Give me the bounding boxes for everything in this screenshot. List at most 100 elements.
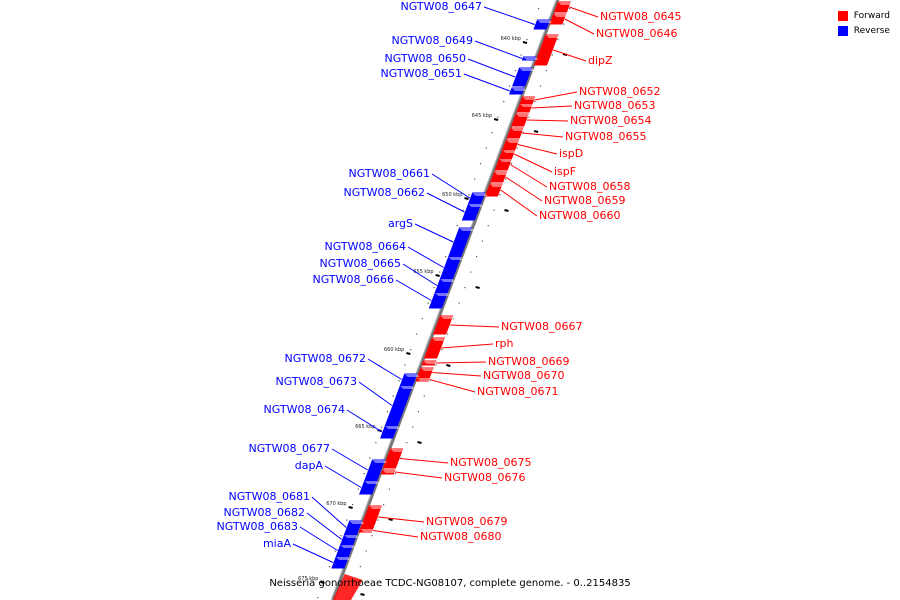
gene-leader-forward-9 xyxy=(510,164,548,188)
gene-highlight-reverse-14 xyxy=(364,481,380,484)
gene-label-reverse-16: NGTW08_0682 xyxy=(224,506,305,519)
gene-forward-15 xyxy=(416,367,434,378)
gene-label-reverse-15: NGTW08_0681 xyxy=(229,490,310,503)
gene-highlight-reverse-3 xyxy=(512,88,527,91)
minor-tick xyxy=(363,473,365,475)
minor-tick xyxy=(456,225,458,227)
minor-tick xyxy=(352,504,354,506)
gene-leader-reverse-18 xyxy=(292,543,334,563)
minor-tick xyxy=(357,488,360,490)
gene-highlight-forward-1 xyxy=(553,14,569,17)
kbp-label-0: 640 kbp xyxy=(501,36,521,42)
minor-tick xyxy=(557,39,559,41)
gene-label-forward-3: NGTW08_0652 xyxy=(579,85,660,98)
gene-highlight-forward-17 xyxy=(390,449,406,452)
gene-forward-18 xyxy=(380,469,396,475)
genome-footer: Neisseria gonorrhoeae TCDC-NG08107, comp… xyxy=(269,578,631,589)
gene-label-forward-1: NGTW08_0646 xyxy=(596,27,677,40)
gene-label-forward-7: ispD xyxy=(559,147,583,160)
gene-reverse-14 xyxy=(359,480,378,495)
legend-swatch-forward xyxy=(837,10,848,21)
gene-leader-reverse-15 xyxy=(311,496,347,528)
minor-tick xyxy=(381,426,383,428)
gene-leader-reverse-17 xyxy=(299,526,338,551)
legend-label-reverse: Reverse xyxy=(853,25,890,36)
gene-forward-3 xyxy=(519,96,536,104)
gene-label-forward-11: NGTW08_0660 xyxy=(539,209,620,222)
gene-forward-4 xyxy=(516,103,533,113)
gene-leader-forward-5 xyxy=(526,119,569,122)
minor-tick xyxy=(394,473,396,475)
kbp-tick-3 xyxy=(435,274,440,277)
gene-leader-forward-19 xyxy=(378,516,425,523)
gene-label-reverse-18: miaA xyxy=(263,537,292,550)
gene-leader-forward-4 xyxy=(531,105,573,109)
minor-tick xyxy=(328,566,330,568)
gene-highlight-reverse-9 xyxy=(435,293,451,296)
minor-tick xyxy=(317,597,319,599)
minor-tick xyxy=(445,256,447,258)
genome-axis xyxy=(331,0,560,600)
gene-reverse-15 xyxy=(344,520,363,535)
minor-tick xyxy=(441,349,443,351)
gene-leader-forward-11 xyxy=(500,189,538,217)
kbp-tick-2 xyxy=(504,209,509,212)
minor-tick xyxy=(404,364,406,366)
kbp-label-7: 675 kbp xyxy=(298,576,318,582)
gene-reverse-2 xyxy=(512,67,533,87)
gene-forward-9 xyxy=(494,158,513,171)
kbp-label-3: 655 kbp xyxy=(413,269,433,275)
minor-tick xyxy=(388,488,391,490)
gene-forward-19 xyxy=(360,505,382,529)
gene-highlight-forward-14 xyxy=(423,361,439,364)
gene-highlight-reverse-11 xyxy=(400,386,416,389)
gene-highlight-forward-8 xyxy=(502,150,518,153)
minor-tick xyxy=(458,302,460,304)
kbp-tick-2 xyxy=(464,197,469,200)
minor-tick xyxy=(545,70,547,72)
gene-leader-reverse-1 xyxy=(474,40,523,59)
gene-highlight-reverse-15 xyxy=(349,521,365,524)
kbp-tick-7 xyxy=(320,581,325,584)
minor-tick xyxy=(406,442,408,444)
minor-tick xyxy=(510,163,513,165)
gene-highlight-reverse-13 xyxy=(372,460,388,463)
minor-tick xyxy=(421,318,423,320)
gene-leader-forward-14 xyxy=(435,361,487,364)
gene-highlight-forward-0 xyxy=(558,2,574,5)
gene-forward-8 xyxy=(499,149,516,159)
minor-tick xyxy=(528,116,530,118)
gene-leader-reverse-11 xyxy=(358,381,393,406)
gene-reverse-12 xyxy=(380,425,398,439)
minor-tick xyxy=(439,271,441,273)
gene-reverse-13 xyxy=(364,459,386,481)
minor-tick xyxy=(365,550,367,552)
gene-leader-forward-3 xyxy=(534,91,578,101)
gene-label-reverse-5: NGTW08_0662 xyxy=(344,186,425,199)
kbp-tick-4 xyxy=(446,364,451,367)
minor-tick xyxy=(464,287,466,289)
gene-highlight-reverse-8 xyxy=(440,279,456,282)
gene-forward-13 xyxy=(424,337,445,359)
gene-forward-14 xyxy=(421,360,437,366)
gene-forward-10 xyxy=(490,171,508,183)
legend-label-forward: Forward xyxy=(853,10,890,21)
minor-tick xyxy=(429,380,431,382)
gene-label-reverse-7: NGTW08_0664 xyxy=(325,240,406,253)
gene-highlight-forward-12 xyxy=(440,316,456,319)
gene-label-reverse-3: NGTW08_0651 xyxy=(381,67,462,80)
gene-label-forward-19: NGTW08_0679 xyxy=(426,515,507,528)
minor-tick xyxy=(417,411,420,413)
gene-leader-forward-17 xyxy=(400,458,449,464)
gene-reverse-6 xyxy=(448,227,473,257)
minor-tick xyxy=(514,70,516,72)
minor-tick xyxy=(539,85,542,87)
kbp-tick-1 xyxy=(533,130,539,133)
legend-item-reverse: Reverse xyxy=(837,23,890,38)
gene-highlight-reverse-6 xyxy=(459,228,475,231)
gene-reverse-1 xyxy=(521,56,537,61)
minor-tick xyxy=(551,54,553,56)
gene-leader-forward-2 xyxy=(553,49,587,62)
minor-tick xyxy=(468,194,470,196)
gene-label-reverse-9: NGTW08_0666 xyxy=(313,273,394,286)
